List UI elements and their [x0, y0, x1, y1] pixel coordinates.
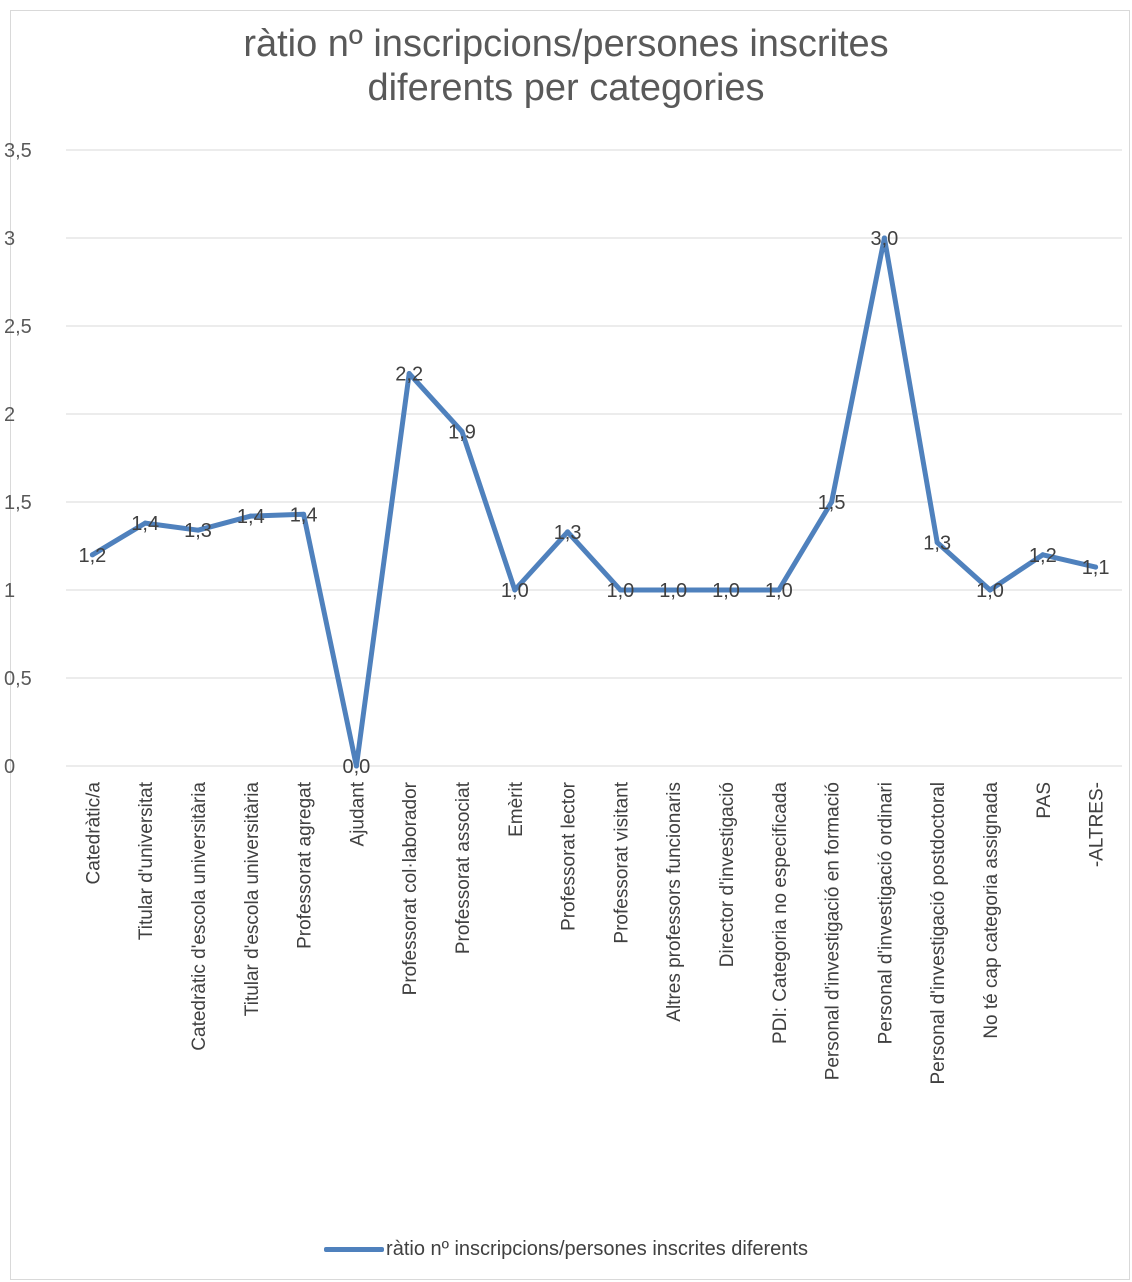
y-tick-label: 0,5 — [4, 668, 32, 690]
x-tick-label: Personal d'investigació ordinari — [875, 782, 896, 1044]
legend-swatch — [324, 1247, 385, 1253]
x-tick-label: Personal d'investigació postdoctoral — [928, 782, 949, 1085]
data-label: 1,3 — [923, 532, 951, 554]
data-label: 2,2 — [395, 364, 423, 386]
x-tick-label: Professorat col·laborador — [400, 781, 421, 995]
data-point — [512, 587, 518, 593]
y-axis-ticks: 0 0,5 1 1,5 2 2,5 3 3,5 — [4, 140, 32, 778]
data-label: 1,3 — [554, 522, 582, 544]
data-label: 1,4 — [131, 513, 159, 535]
data-point — [881, 235, 887, 241]
x-tick-label: -ALTRES- — [1087, 782, 1108, 867]
x-tick-label: Titular d'universitat — [136, 781, 157, 940]
data-point — [301, 511, 307, 517]
data-label: 1,5 — [818, 492, 846, 514]
data-point — [829, 499, 835, 505]
data-point — [617, 587, 623, 593]
x-tick-label: Director d'investigació — [717, 782, 738, 967]
data-label: 1,0 — [501, 580, 529, 602]
data-point — [987, 587, 993, 593]
data-point — [195, 527, 201, 533]
data-label: 1,2 — [1029, 545, 1057, 567]
x-axis-labels: Catedràtic/a Titular d'universitat Catedrà… — [83, 781, 1107, 1084]
data-point — [142, 520, 148, 526]
data-point — [723, 587, 729, 593]
legend-entry: ràtio nº inscripcions/persones inscrites… — [386, 1238, 808, 1261]
x-tick-label: PAS — [1034, 782, 1055, 819]
x-tick-label: Ajudant — [347, 781, 368, 846]
y-tick-label: 3 — [4, 228, 15, 250]
data-label: 1,1 — [1082, 557, 1110, 579]
y-tick-label: 1 — [4, 580, 15, 602]
legend: ràtio nº inscripcions/persones inscrites… — [0, 1238, 1132, 1261]
chart-title: ràtio nº inscripcions/persones inscrites… — [0, 22, 1132, 110]
y-tick-label: 1,5 — [4, 492, 32, 514]
data-point — [565, 529, 571, 535]
x-tick-label: Emèrit — [506, 781, 527, 837]
data-label: 1,0 — [976, 580, 1004, 602]
data-label: 1,0 — [659, 580, 687, 602]
chart-title-line-1: ràtio nº inscripcions/persones inscrites — [243, 23, 889, 65]
data-point — [1093, 564, 1099, 570]
data-label: 1,3 — [184, 520, 212, 542]
x-tick-label: Altres professors funcionaris — [664, 782, 685, 1022]
y-tick-label: 3,5 — [4, 140, 32, 162]
x-tick-label: Professorat associat — [453, 781, 474, 954]
chart-frame — [10, 10, 1130, 1280]
y-tick-label: 2 — [4, 404, 15, 426]
data-label: 0,0 — [342, 756, 370, 778]
x-tick-label: PDI: Categoria no especificada — [770, 782, 791, 1044]
gridlines — [66, 149, 1122, 767]
data-point — [776, 587, 782, 593]
data-label: 1,9 — [448, 422, 476, 444]
data-label: 1,4 — [237, 506, 265, 528]
y-tick-label: 2,5 — [4, 316, 32, 338]
series-group — [89, 235, 1099, 769]
data-point — [670, 587, 676, 593]
data-point — [934, 539, 940, 545]
data-label: 3,0 — [870, 228, 898, 250]
data-point — [1040, 552, 1046, 558]
y-tick-label: 0 — [4, 756, 15, 778]
data-label: 1,0 — [712, 580, 740, 602]
data-point — [353, 763, 359, 769]
x-tick-label: Catedràtic d'escola universitària — [189, 782, 210, 1051]
data-label: 1,4 — [290, 504, 318, 526]
data-point — [459, 429, 465, 435]
x-tick-label: Professorat visitant — [611, 781, 632, 943]
series-line — [89, 235, 1099, 769]
data-point — [89, 552, 95, 558]
x-tick-label: No té cap categoria assignada — [981, 782, 1002, 1039]
x-tick-label: Personal d'investigació en formació — [823, 782, 844, 1080]
data-label: 1,0 — [765, 580, 793, 602]
data-point — [248, 513, 254, 519]
x-tick-label: Professorat lector — [559, 781, 580, 931]
data-label: 1,2 — [78, 545, 106, 567]
x-tick-label: Titular d'escola universitària — [242, 782, 263, 1017]
chart-title-line-2: diferents per categories — [367, 67, 765, 109]
data-label: 1,0 — [606, 580, 634, 602]
x-tick-label: Catedràtic/a — [83, 782, 104, 885]
data-labels: 1,2 1,4 1,3 1,4 1,4 0,0 2,2 1,9 1,0 1,3 1,0 1,0 1,0 1… — [78, 228, 1109, 778]
x-tick-label: Professorat agregat — [295, 781, 316, 949]
data-point — [406, 371, 412, 377]
